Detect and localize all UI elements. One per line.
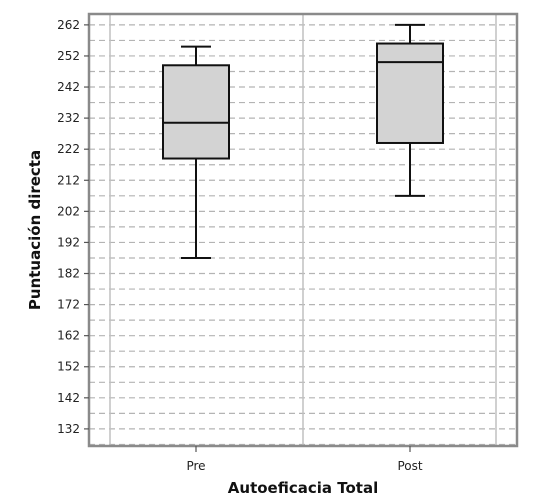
y-tick-label: 142	[57, 391, 80, 405]
y-tick-label: 212	[57, 173, 80, 187]
y-tick-label: 182	[57, 267, 80, 281]
box-pre	[162, 45, 230, 259]
y-tick-label: 162	[57, 329, 80, 343]
y-axis-title: Puntuación directa	[26, 150, 44, 310]
y-tick-label: 252	[57, 49, 80, 63]
y-tick-label: 232	[57, 111, 80, 125]
box-series	[162, 23, 444, 259]
x-axis-title: Autoeficacia Total	[228, 479, 378, 497]
y-tick-label: 152	[57, 360, 80, 374]
y-tick-label: 242	[57, 80, 80, 94]
plot-frame	[87, 12, 519, 448]
y-tick-label: 132	[57, 422, 80, 436]
y-tick-label: 192	[57, 235, 80, 249]
category-separators	[109, 14, 497, 446]
y-tick-label: 172	[57, 298, 80, 312]
x-tick-label: Post	[397, 459, 422, 473]
box-iqr	[376, 42, 444, 144]
box-iqr	[162, 64, 230, 160]
x-tick-label: Pre	[186, 459, 205, 473]
y-axis: 132 142 152 162 172 182 192 202 212 222 232 242 252 2…	[57, 18, 89, 436]
y-tick-label: 262	[57, 18, 80, 32]
y-tick-label: 202	[57, 204, 80, 218]
box-post	[376, 23, 444, 197]
y-tick-label: 222	[57, 142, 80, 156]
x-axis: Pre Post	[186, 446, 423, 473]
